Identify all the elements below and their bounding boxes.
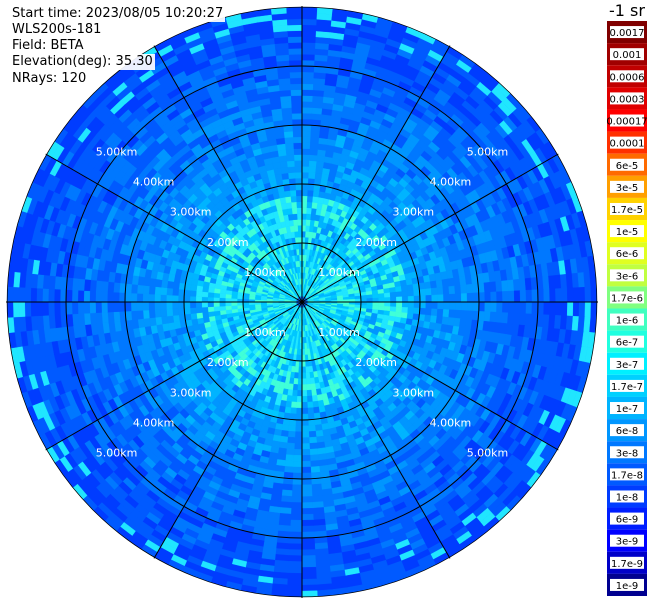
ring-label: 4.00km [430, 176, 472, 189]
colorbar-label: 1e-8 [616, 492, 639, 503]
colorbar-label-bg [610, 114, 644, 127]
spoke-60 [301, 153, 559, 303]
colorbar-label-bg [610, 468, 644, 481]
colorbar-label-bg [610, 70, 644, 83]
ring-label: 5.00km [467, 447, 509, 460]
colorbar-label: 0.0006 [610, 72, 645, 83]
ring-label: 3.00km [170, 386, 212, 399]
colorbar-label-bg [610, 247, 644, 260]
spoke-120 [301, 301, 559, 451]
colorbar-label: 0.00017 [606, 117, 647, 128]
elevation-label: Elevation(deg): 35.30 [10, 54, 155, 70]
colorbar-label: 1.7e-7 [611, 382, 643, 393]
instrument-label: WLS200s-181 [10, 22, 104, 38]
colorbar-label-bg [610, 357, 644, 370]
colorbar-label: 1.7e-6 [611, 293, 643, 304]
spoke-30 [301, 45, 451, 303]
spoke-240 [45, 301, 303, 451]
colorbar-label: 1.7e-5 [611, 205, 643, 216]
colorbar-label: 3e-8 [616, 448, 639, 459]
spoke-330 [153, 45, 303, 303]
colorbar-label: 6e-9 [616, 515, 639, 526]
ring-label: 4.00km [133, 416, 175, 429]
ring-label: 5.00km [96, 447, 138, 460]
colorbar-label: 3e-9 [616, 537, 639, 548]
colorbar-label-bg [610, 291, 644, 304]
colorbar-label-bg [610, 379, 644, 392]
ring-label: 3.00km [170, 206, 212, 219]
colorbar-label-bg [610, 136, 644, 149]
colorbar-label-bg [610, 313, 644, 326]
colorbar-label: 6e-7 [616, 338, 639, 349]
ring-label: 2.00km [355, 356, 397, 369]
colorbar-label-bg [610, 202, 644, 215]
colorbar-label-bg [610, 578, 644, 591]
colorbar-label: 1e-5 [616, 227, 639, 238]
colorbar-label-bg [610, 490, 644, 503]
colorbar-label-bg [610, 424, 644, 437]
colorbar-label: 3e-5 [616, 183, 639, 194]
ring-label: 2.00km [355, 236, 397, 249]
colorbar-label: 0.0017 [610, 28, 645, 39]
start-time-label: Start time: 2023/08/05 10:20:27 [10, 6, 226, 22]
colorbar-label-bg [610, 335, 644, 348]
colorbar-label-bg [610, 225, 644, 238]
ring-label: 3.00km [393, 386, 435, 399]
ring-label: 5.00km [96, 145, 138, 158]
spoke-150 [301, 301, 451, 559]
colorbar-label-bg [610, 48, 644, 61]
colorbar-label: 1e-7 [616, 404, 639, 415]
colorbar-label-bg [610, 92, 644, 105]
ring-label: 1.00km [244, 266, 286, 279]
colorbar-label: 3e-7 [616, 360, 639, 371]
colorbar-label: 0.0003 [610, 94, 645, 105]
colorbar-label-bg [610, 180, 644, 193]
colorbar-label: 6e-8 [616, 426, 639, 437]
spoke-210 [153, 301, 303, 559]
colorbar-label: 1.7e-8 [611, 470, 643, 481]
colorbar-label-bg [610, 269, 644, 282]
ring-label: 3.00km [393, 206, 435, 219]
colorbar-label: 1.7e-9 [611, 559, 643, 570]
colorbar-label: 0.0001 [610, 139, 645, 150]
colorbar-label: 6e-6 [616, 249, 639, 260]
nrays-label: NRays: 120 [10, 71, 89, 87]
colorbar-label: 1e-6 [616, 316, 639, 327]
spoke-300 [45, 153, 303, 303]
colorbar-label-bg [610, 556, 644, 569]
ring-label: 4.00km [430, 416, 472, 429]
colorbar-label: 1e-9 [616, 581, 639, 592]
colorbar-label-bg [610, 158, 644, 171]
field-label: Field: BETA [10, 38, 86, 54]
colorbar-label-bg [610, 26, 644, 39]
colorbar-label-bg [610, 512, 644, 525]
colorbar-label-bg [610, 402, 644, 415]
colorbar-unit: -1 sr [609, 1, 645, 20]
ring-label: 4.00km [133, 176, 175, 189]
colorbar-label-bg [610, 534, 644, 547]
ring-label: 1.00km [318, 326, 360, 339]
colorbar-label: 6e-5 [616, 161, 639, 172]
ring-label: 2.00km [207, 356, 249, 369]
colorbar-label: 3e-6 [616, 271, 639, 282]
ring-label: 1.00km [318, 266, 360, 279]
ring-label: 2.00km [207, 236, 249, 249]
colorbar-label: 0.001 [613, 50, 642, 61]
colorbar-label-bg [610, 446, 644, 459]
ring-label: 5.00km [467, 145, 509, 158]
ring-label: 1.00km [244, 326, 286, 339]
